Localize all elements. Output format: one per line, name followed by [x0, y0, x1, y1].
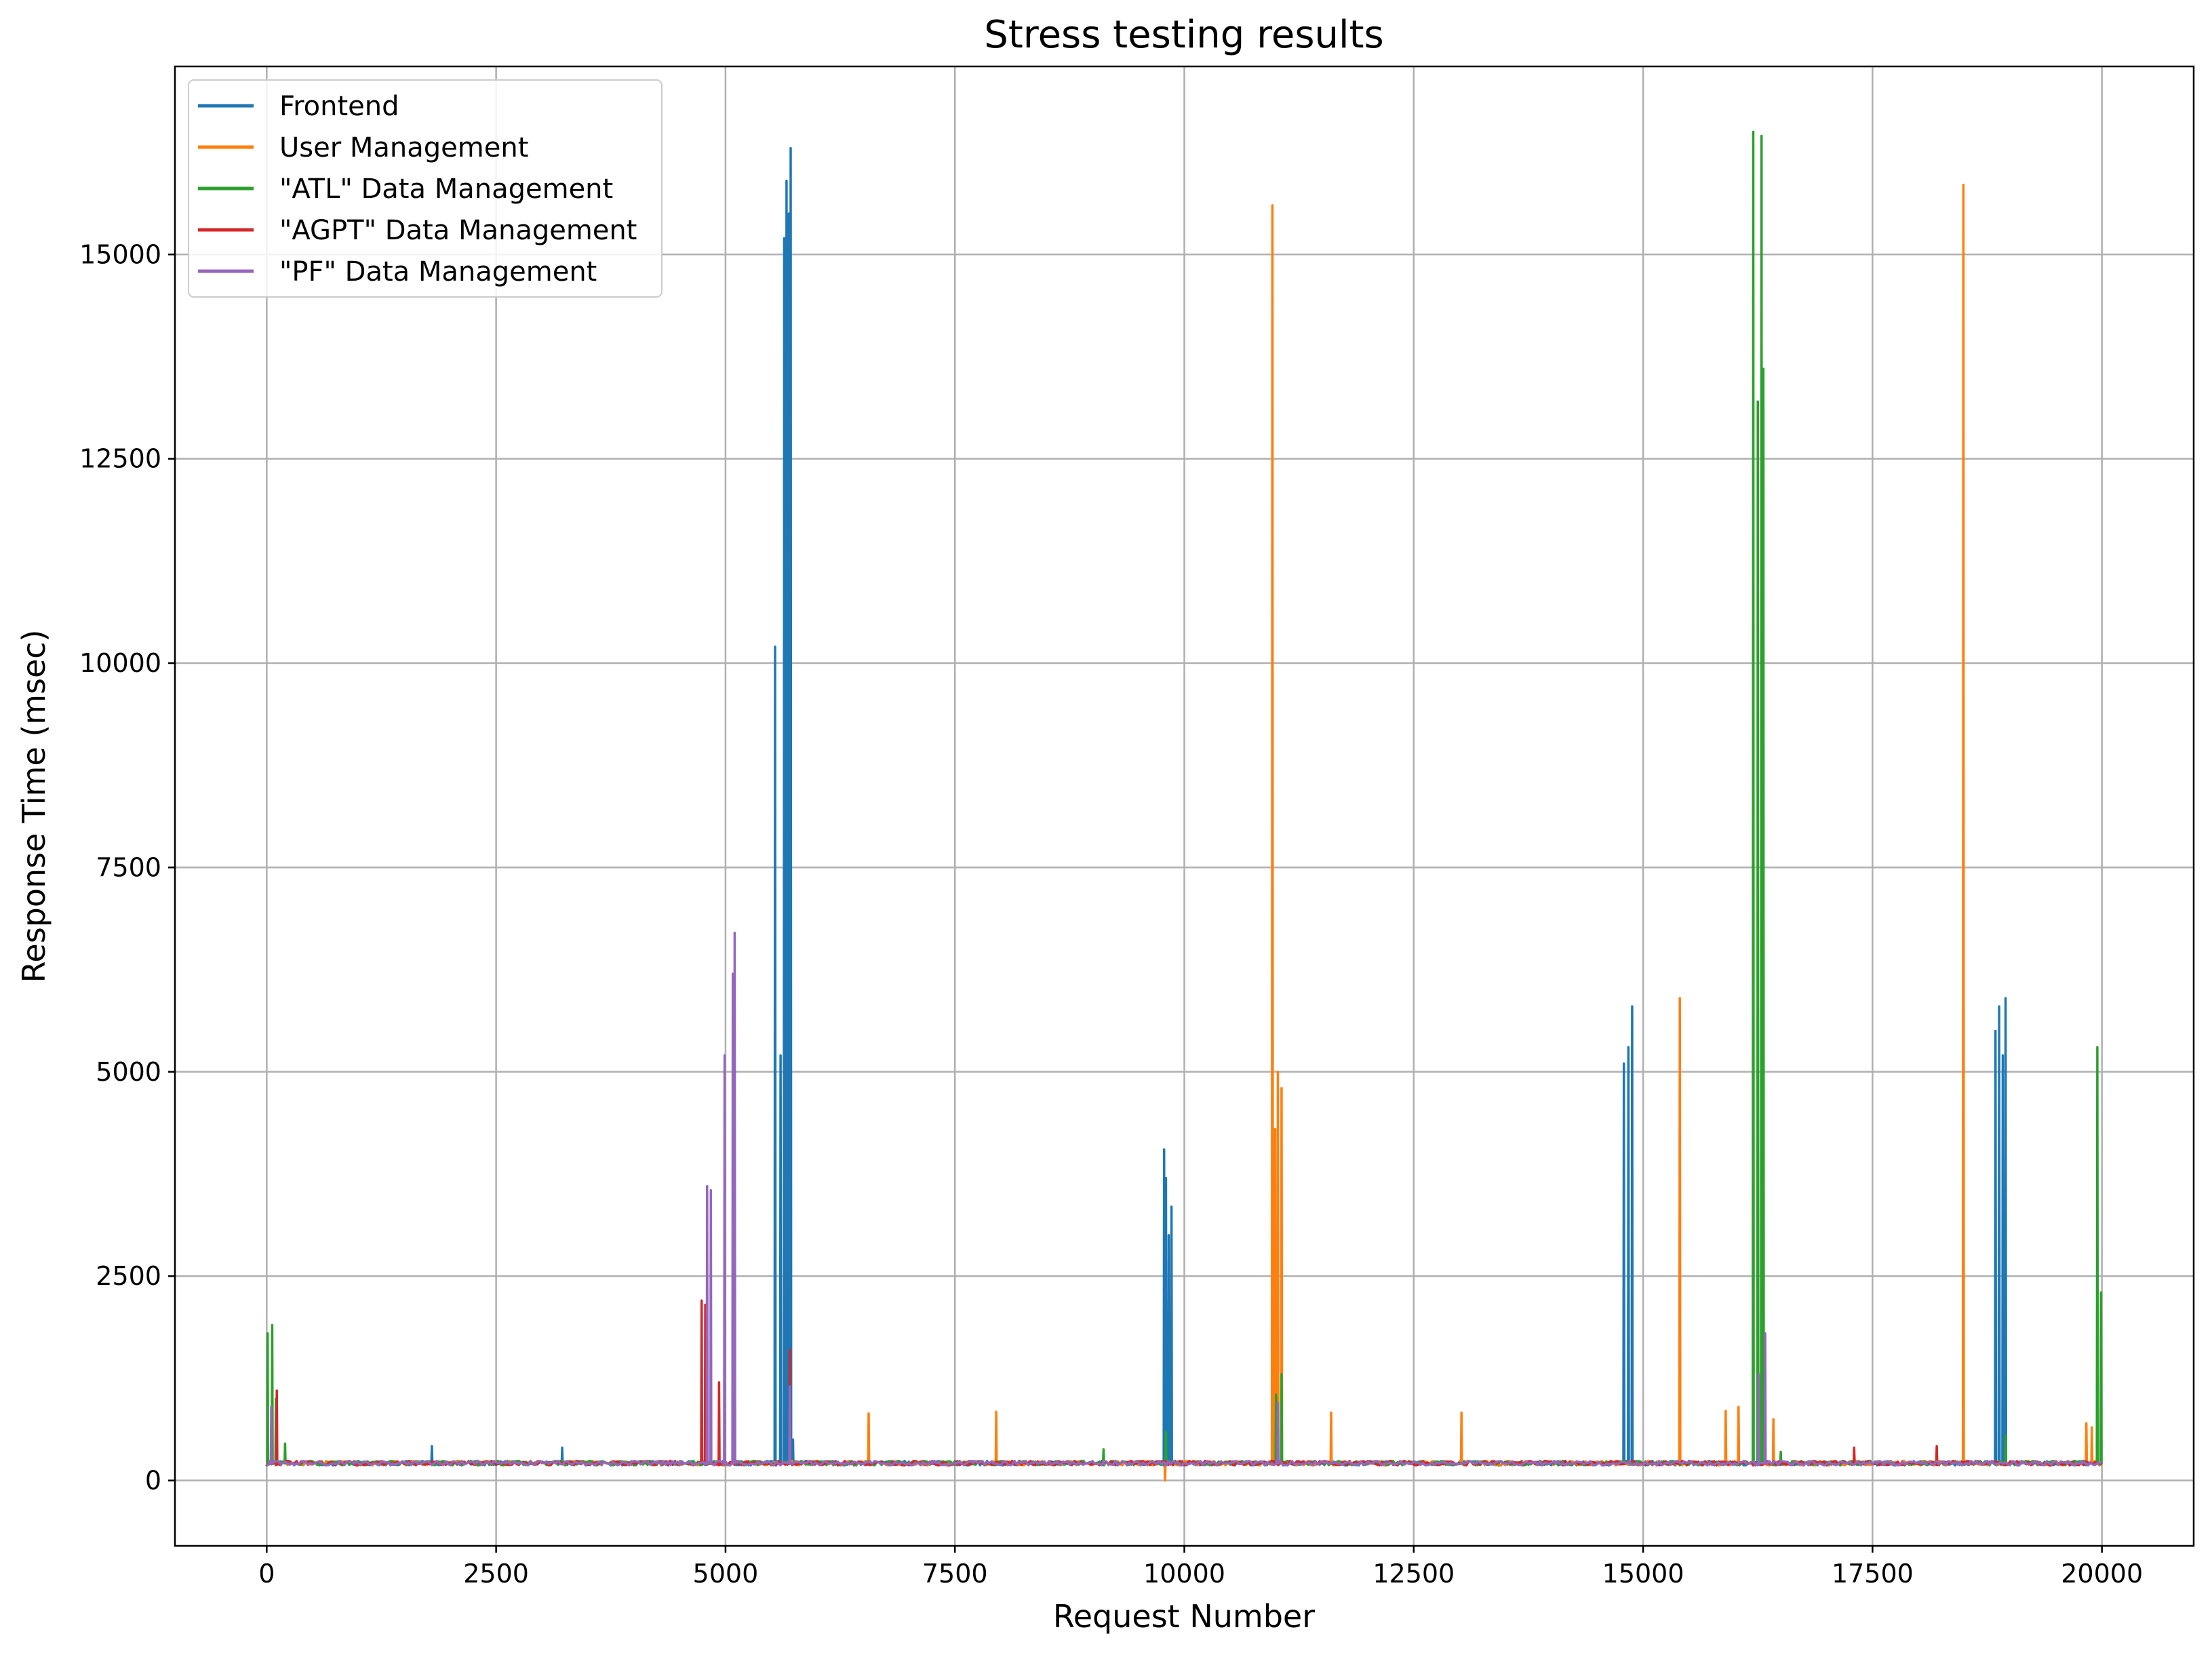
x-tick-label: 17500: [1832, 1559, 1914, 1589]
chart-title: Stress testing results: [984, 13, 1383, 57]
series-line-4: [266, 932, 2103, 1467]
x-tick-label: 20000: [2061, 1559, 2143, 1589]
x-tick-label: 10000: [1143, 1559, 1225, 1589]
series-lines: [265, 130, 2104, 1482]
x-tick-label: 0: [258, 1559, 275, 1589]
legend-box: [188, 79, 663, 298]
x-tick-label: 15000: [1602, 1559, 1684, 1589]
y-tick-label: 12500: [79, 444, 161, 474]
x-tick-label: 5000: [693, 1559, 759, 1589]
x-axis-title: Request Number: [1053, 1598, 1315, 1635]
y-tick-label: 7500: [96, 852, 161, 882]
legend-label: User Management: [279, 132, 528, 163]
grid: [175, 66, 2194, 1546]
legend-label: "PF" Data Management: [279, 256, 597, 287]
y-tick-label: 10000: [79, 648, 161, 678]
x-tick-label: 2500: [463, 1559, 529, 1589]
x-tick-label: 7500: [922, 1559, 988, 1589]
legend: Frontend User Management "ATL" Data Manage…: [188, 79, 663, 298]
y-tick-label: 0: [145, 1466, 161, 1496]
axis-ticks: 0 2500 5000 7500 10000 12500 15000 17500 20000 0 2…: [79, 239, 2143, 1589]
legend-label: "AGPT" Data Management: [279, 215, 637, 246]
y-tick-label: 15000: [79, 239, 161, 269]
y-tick-label: 2500: [96, 1261, 161, 1291]
y-axis-title: Response Time (msec): [16, 629, 52, 982]
x-tick-label: 12500: [1372, 1559, 1455, 1589]
y-tick-label: 5000: [96, 1057, 161, 1087]
legend-label: Frontend: [279, 91, 399, 122]
legend-label: "ATL" Data Management: [279, 174, 613, 205]
